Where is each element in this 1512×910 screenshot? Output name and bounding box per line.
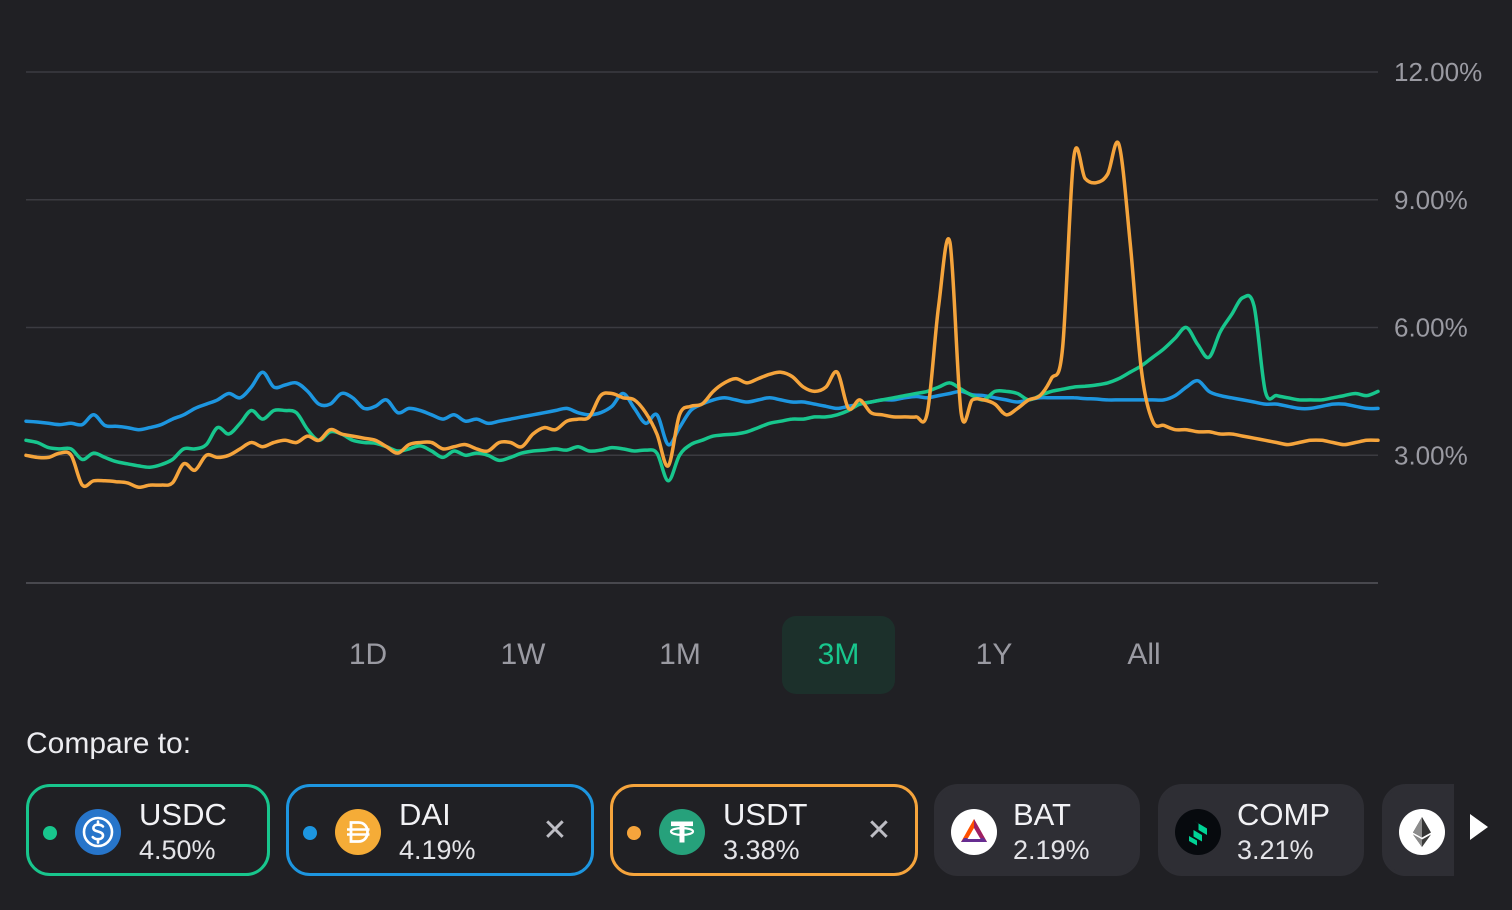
compare-chip-usdt[interactable]: USDT 3.38% ✕ — [610, 784, 918, 876]
apy-chart: 3.00% 6.00% 9.00% 12.00% — [24, 57, 1482, 584]
range-1y-button[interactable]: 1Y — [975, 638, 1013, 671]
series-dot — [627, 826, 641, 840]
range-all-button[interactable]: All — [1127, 638, 1161, 671]
chip-symbol: USDT — [723, 797, 808, 832]
chip-symbol: BAT — [1013, 797, 1071, 832]
compare-to-label: Compare to: — [26, 727, 192, 760]
y-axis-ticks: 3.00% 6.00% 9.00% 12.00% — [1394, 57, 1482, 470]
comp-icon — [1175, 809, 1221, 855]
range-1m-button[interactable]: 1M — [659, 638, 701, 671]
chip-symbol: DAI — [399, 797, 451, 832]
chip-apy: 3.38% — [723, 835, 800, 865]
y-tick-label: 6.00% — [1394, 313, 1468, 343]
range-1d-button[interactable]: 1D — [348, 638, 388, 671]
compare-chip-list: USDC 4.50% DAI 4.19% ✕ USDT — [26, 784, 1454, 878]
compare-chip-eth[interactable] — [1382, 784, 1454, 876]
chip-apy: 2.19% — [1013, 835, 1090, 865]
y-tick-label: 3.00% — [1394, 440, 1468, 470]
compare-chip-bat[interactable]: BAT 2.19% — [934, 784, 1140, 876]
chevron-right-icon[interactable] — [1464, 810, 1494, 844]
usdc-icon — [75, 809, 121, 855]
eth-icon — [1399, 809, 1445, 855]
compare-chip-comp[interactable]: COMP 3.21% — [1158, 784, 1364, 876]
compare-chip-dai[interactable]: DAI 4.19% ✕ — [286, 784, 594, 876]
dai-icon — [335, 809, 381, 855]
y-tick-label: 12.00% — [1394, 57, 1482, 87]
range-1w-button[interactable]: 1W — [500, 638, 546, 671]
remove-dai-button[interactable]: ✕ — [542, 814, 568, 847]
series-dot — [43, 826, 57, 840]
remove-usdt-button[interactable]: ✕ — [866, 814, 892, 847]
series-dot — [303, 826, 317, 840]
bat-icon — [951, 809, 997, 855]
chart-grid — [26, 71, 1378, 584]
chart-series — [24, 140, 1380, 489]
range-3m-button[interactable]: 3M — [782, 616, 895, 694]
compare-chip-usdc[interactable]: USDC 4.50% — [26, 784, 270, 876]
time-range-selector: 1D 1W 1M 3M 1Y All — [0, 616, 1512, 696]
y-tick-label: 9.00% — [1394, 185, 1468, 215]
chip-symbol: COMP — [1237, 797, 1330, 832]
chip-apy: 3.21% — [1237, 835, 1314, 865]
chip-apy: 4.50% — [139, 835, 216, 865]
chip-symbol: USDC — [139, 797, 227, 832]
series-line-usdt — [24, 140, 1380, 489]
usdt-icon — [659, 809, 705, 855]
chip-apy: 4.19% — [399, 835, 476, 865]
series-line-usdc — [24, 293, 1380, 483]
